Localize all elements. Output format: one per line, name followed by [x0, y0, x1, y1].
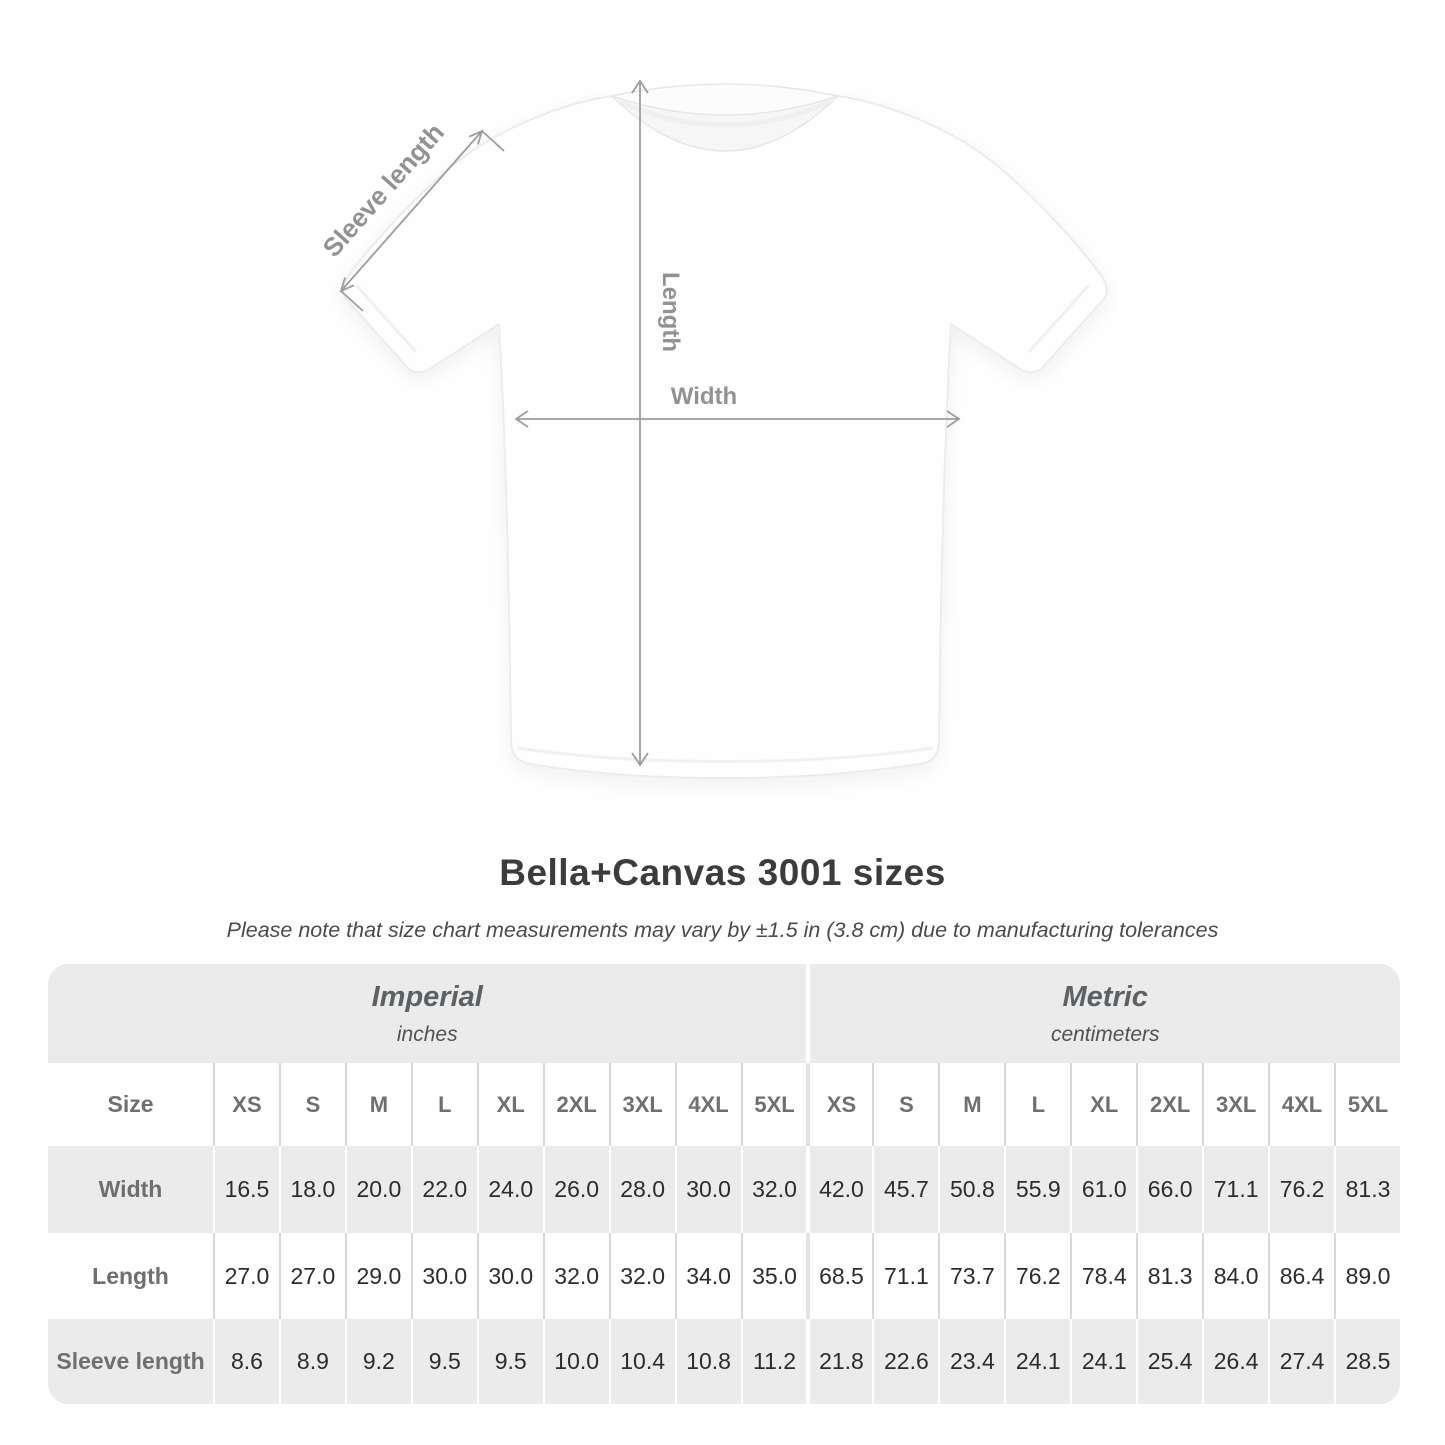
table-cell: 34.0: [674, 1233, 741, 1319]
row-label-width: Width: [48, 1146, 213, 1233]
row-label-length: Length: [48, 1233, 213, 1319]
width-arrow: [514, 410, 961, 428]
page-title: Bella+Canvas 3001 sizes: [499, 852, 946, 893]
table-cell: 9.5: [476, 1319, 543, 1404]
sleeve-length-arrow: [339, 129, 505, 312]
table-cell: 76.2: [1268, 1146, 1335, 1233]
size-col-header-metric-l: L: [1004, 1063, 1071, 1146]
table-cell: 10.0: [542, 1319, 609, 1404]
table-cell: 89.0: [1334, 1233, 1400, 1319]
table-cell: 55.9: [1004, 1146, 1071, 1233]
table-cell: 27.4: [1268, 1319, 1335, 1404]
table-cell: 35.0: [740, 1233, 807, 1319]
table-cell: 73.7: [938, 1233, 1005, 1319]
table-cell: 10.8: [674, 1319, 741, 1404]
tshirt-measurement-diagram: Sleeve length Length Width: [316, 79, 1108, 780]
metric-group-header: Metric centimeters: [806, 964, 1400, 1063]
size-col-header-metric-5xl: 5XL: [1334, 1063, 1400, 1146]
table-cell: 68.5: [806, 1233, 873, 1319]
table-cell: 28.5: [1334, 1319, 1400, 1404]
size-col-header-metric-s: S: [872, 1063, 939, 1146]
table-cell: 32.0: [740, 1146, 807, 1233]
table-cell: 8.6: [213, 1319, 279, 1404]
table-cell: 81.3: [1136, 1233, 1203, 1319]
size-col-header-imperial-2xl: 2XL: [542, 1063, 609, 1146]
table-cell: 9.2: [344, 1319, 411, 1404]
table-cell: 24.1: [1004, 1319, 1071, 1404]
size-column-header: Size: [48, 1063, 213, 1146]
width-label: Width: [671, 383, 737, 410]
length-arrow: [631, 79, 649, 767]
size-col-header-metric-xs: XS: [806, 1063, 873, 1146]
table-cell: 27.0: [278, 1233, 345, 1319]
table-cell: 32.0: [542, 1233, 609, 1319]
table-cell: 22.0: [410, 1146, 477, 1233]
table-cell: 22.6: [872, 1319, 939, 1404]
table-cell: 86.4: [1268, 1233, 1335, 1319]
table-cell: 42.0: [806, 1146, 873, 1233]
size-col-header-imperial-3xl: 3XL: [608, 1063, 675, 1146]
table-cell: 8.9: [278, 1319, 345, 1404]
size-table: Imperial inches Metric centimeters Size …: [48, 964, 1400, 1404]
table-cell: 27.0: [213, 1233, 279, 1319]
table-cell: 30.0: [476, 1233, 543, 1319]
tshirt-diagram-svg: Sleeve length Length Width: [316, 79, 1108, 780]
imperial-group-name: Imperial: [371, 980, 483, 1013]
size-col-header-imperial-xs: XS: [213, 1063, 279, 1146]
size-col-header-imperial-l: L: [410, 1063, 477, 1146]
table-cell: 66.0: [1136, 1146, 1203, 1233]
table-cell: 71.1: [872, 1233, 939, 1319]
page-subtitle: Please note that size chart measurements…: [226, 918, 1219, 942]
table-cell: 10.4: [608, 1319, 675, 1404]
table-cell: 30.0: [674, 1146, 741, 1233]
size-col-header-metric-2xl: 2XL: [1136, 1063, 1203, 1146]
size-col-header-imperial-xl: XL: [476, 1063, 543, 1146]
table-cell: 18.0: [278, 1146, 345, 1233]
size-col-header-metric-xl: XL: [1070, 1063, 1137, 1146]
tshirt-illustration: [342, 83, 1108, 780]
table-cell: 30.0: [410, 1233, 477, 1319]
size-col-header-imperial-s: S: [278, 1063, 345, 1146]
metric-group-name: Metric: [1062, 980, 1148, 1013]
imperial-group-header: Imperial inches: [48, 964, 807, 1063]
table-cell: 16.5: [213, 1146, 279, 1233]
metric-group-unit: centimeters: [1050, 1022, 1160, 1046]
table-cell: 81.3: [1334, 1146, 1400, 1233]
table-cell: 26.4: [1202, 1319, 1269, 1404]
table-cell: 11.2: [740, 1319, 807, 1404]
table-cell: 9.5: [410, 1319, 477, 1404]
size-col-header-imperial-4xl: 4XL: [674, 1063, 741, 1146]
table-cell: 21.8: [806, 1319, 873, 1404]
table-cell: 29.0: [344, 1233, 411, 1319]
table-cell: 24.0: [476, 1146, 543, 1233]
size-col-header-imperial-5xl: 5XL: [740, 1063, 807, 1146]
length-label: Length: [657, 272, 684, 352]
size-col-header-metric-4xl: 4XL: [1268, 1063, 1335, 1146]
table-cell: 84.0: [1202, 1233, 1269, 1319]
table-cell: 20.0: [344, 1146, 411, 1233]
size-col-header-imperial-m: M: [344, 1063, 411, 1146]
table-cell: 25.4: [1136, 1319, 1203, 1404]
table-cell: 76.2: [1004, 1233, 1071, 1319]
table-cell: 23.4: [938, 1319, 1005, 1404]
size-col-header-metric-3xl: 3XL: [1202, 1063, 1269, 1146]
table-cell: 50.8: [938, 1146, 1005, 1233]
table-cell: 71.1: [1202, 1146, 1269, 1233]
size-col-header-metric-m: M: [938, 1063, 1005, 1146]
imperial-group-unit: inches: [396, 1022, 458, 1046]
table-cell: 26.0: [542, 1146, 609, 1233]
table-cell: 78.4: [1070, 1233, 1137, 1319]
table-cell: 32.0: [608, 1233, 675, 1319]
table-cell: 28.0: [608, 1146, 675, 1233]
row-label-sleeve-length: Sleeve length: [48, 1319, 213, 1404]
table-cell: 61.0: [1070, 1146, 1137, 1233]
table-cell: 45.7: [872, 1146, 939, 1233]
table-cell: 24.1: [1070, 1319, 1137, 1404]
